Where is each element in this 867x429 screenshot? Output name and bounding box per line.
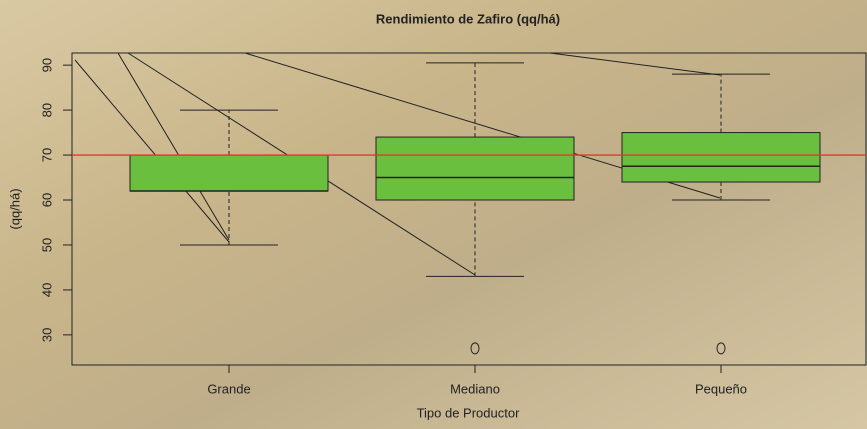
- x-tick-label: Mediano: [450, 381, 500, 396]
- y-tick-label: 70: [39, 148, 54, 162]
- x-axis-label: Tipo de Productor: [417, 405, 521, 420]
- x-tick-label: Pequeño: [695, 381, 747, 396]
- x-tick-label: Grande: [207, 381, 250, 396]
- box: [622, 133, 820, 182]
- y-axis-label: (qq/há): [7, 188, 22, 229]
- box: [130, 155, 328, 191]
- y-tick-label: 60: [39, 193, 54, 207]
- y-tick-label: 30: [39, 328, 54, 342]
- y-tick-label: 50: [39, 238, 54, 252]
- y-tick-label: 90: [39, 58, 54, 72]
- y-tick-label: 80: [39, 103, 54, 117]
- y-tick-label: 40: [39, 283, 54, 297]
- chart: Rendimiento de Zafiro (qq/há) Tipo de Pr…: [0, 0, 867, 429]
- box: [376, 137, 574, 200]
- chart-title: Rendimiento de Zafiro (qq/há): [376, 11, 560, 26]
